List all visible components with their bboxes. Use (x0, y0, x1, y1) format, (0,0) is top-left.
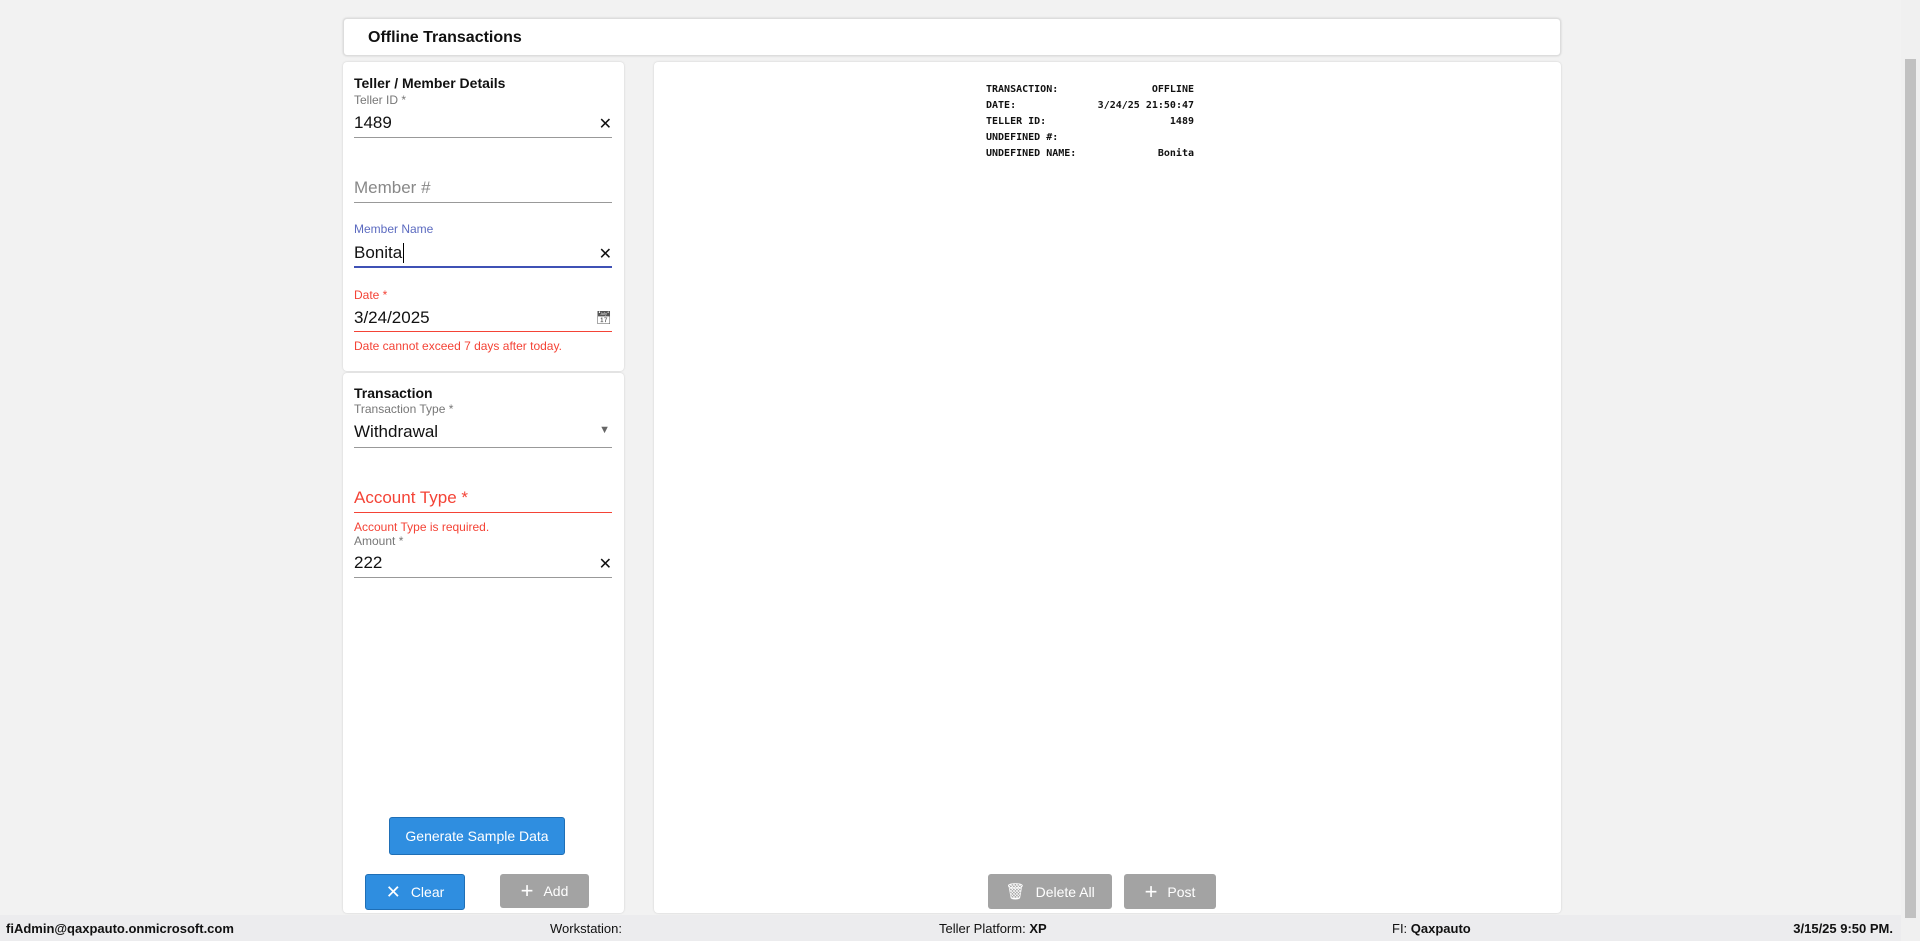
platform-label: Teller Platform: (939, 921, 1026, 936)
receipt-value: OFFLINE (1151, 84, 1194, 95)
status-datetime: 3/15/25 9:50 PM. (1793, 921, 1893, 936)
button-label: Clear (410, 884, 445, 900)
transaction-type-select[interactable]: Withdrawal (354, 422, 439, 441)
teller-id-input[interactable]: 1489 (354, 113, 392, 132)
button-label: Generate Sample Data (405, 828, 549, 844)
member-name-label: Member Name (354, 222, 434, 236)
add-button[interactable]: + Add (500, 874, 589, 908)
divider (354, 512, 612, 513)
delete-all-button[interactable]: 🗑︎ Delete All (988, 874, 1112, 909)
receipt-label: DATE: (986, 100, 1017, 111)
divider (354, 266, 612, 268)
account-type-error: Account Type is required. (354, 520, 490, 534)
receipt-line: TRANSACTION: OFFLINE (986, 82, 1194, 98)
date-label: Date * (354, 288, 388, 302)
post-button[interactable]: + Post (1124, 874, 1216, 909)
clear-button[interactable]: ✕ Clear (365, 874, 465, 910)
receipt: TRANSACTION: OFFLINE DATE: 3/24/25 21:50:47… (986, 82, 1194, 162)
clear-member-name-icon[interactable]: ✕ (598, 246, 612, 263)
account-type-select[interactable]: Account Type * (354, 488, 469, 507)
button-label: Add (543, 883, 569, 899)
fi: FI: Qaxpauto (1392, 921, 1471, 936)
member-name-input[interactable]: Bonita (354, 243, 405, 263)
receipt-line: UNDEFINED #: (986, 130, 1194, 146)
generate-sample-data-button[interactable]: Generate Sample Data (389, 817, 565, 855)
divider (354, 202, 612, 203)
page-header: Offline Transactions (343, 18, 1561, 56)
platform-value: XP (1029, 921, 1047, 936)
member-number-input[interactable]: Member # (354, 178, 431, 197)
workstation-label: Workstation: (550, 921, 623, 936)
divider (354, 137, 612, 138)
status-bar: fiAdmin@qaxpauto.onmicrosoft.com Worksta… (0, 915, 1901, 941)
receipt-line: DATE: 3/24/25 21:50:47 (986, 98, 1194, 114)
section-heading: Teller / Member Details (354, 75, 506, 91)
receipt-value: 1489 (1169, 116, 1194, 127)
receipt-label: TRANSACTION: (986, 84, 1059, 95)
fi-label: FI: (1392, 921, 1408, 936)
plus-icon: + (1144, 878, 1158, 904)
transaction-type-label: Transaction Type * (354, 402, 454, 416)
plus-icon: + (520, 878, 534, 903)
transaction-panel: Transaction Transaction Type * Withdrawa… (343, 373, 624, 913)
close-icon: ✕ (385, 881, 401, 902)
teller-member-panel: Teller / Member Details Teller ID * 1489… (343, 62, 624, 371)
clear-amount-icon[interactable]: ✕ (598, 556, 612, 573)
section-heading: Transaction (354, 385, 433, 401)
receipt-label: TELLER ID: (986, 116, 1047, 127)
chevron-down-icon[interactable]: ▼ (599, 424, 610, 436)
receipt-value: 3/24/25 21:50:47 (1097, 100, 1194, 111)
teller-id-label: Teller ID * (354, 93, 407, 107)
receipt-line: UNDEFINED NAME: Bonita (986, 146, 1194, 162)
receipt-preview-panel: TRANSACTION: OFFLINE DATE: 3/24/25 21:50:47… (654, 62, 1561, 913)
amount-input[interactable]: 222 (354, 553, 383, 572)
button-label: Delete All (1035, 883, 1095, 900)
receipt-label: UNDEFINED NAME: (986, 148, 1077, 159)
scrollbar[interactable] (1901, 0, 1920, 941)
date-error: Date cannot exceed 7 days after today. (354, 339, 562, 353)
receipt-label: UNDEFINED #: (986, 132, 1059, 143)
divider (354, 577, 612, 578)
date-input[interactable]: 3/24/2025 (354, 308, 430, 327)
user-email: fiAdmin@qaxpauto.onmicrosoft.com (6, 921, 234, 936)
divider (354, 331, 612, 332)
receipt-line: TELLER ID: 1489 (986, 114, 1194, 130)
receipt-value: Bonita (1157, 148, 1194, 159)
amount-label: Amount * (354, 534, 404, 548)
calendar-icon[interactable]: 📅︎ (595, 310, 612, 325)
button-label: Post (1167, 883, 1196, 900)
teller-platform: Teller Platform: XP (939, 921, 1047, 936)
page-title: Offline Transactions (368, 29, 522, 46)
trash-icon: 🗑︎ (1005, 883, 1026, 901)
fi-value: Qaxpauto (1410, 921, 1471, 936)
scrollbar-thumb[interactable] (1905, 59, 1916, 918)
clear-teller-id-icon[interactable]: ✕ (598, 116, 612, 133)
divider (354, 447, 612, 448)
